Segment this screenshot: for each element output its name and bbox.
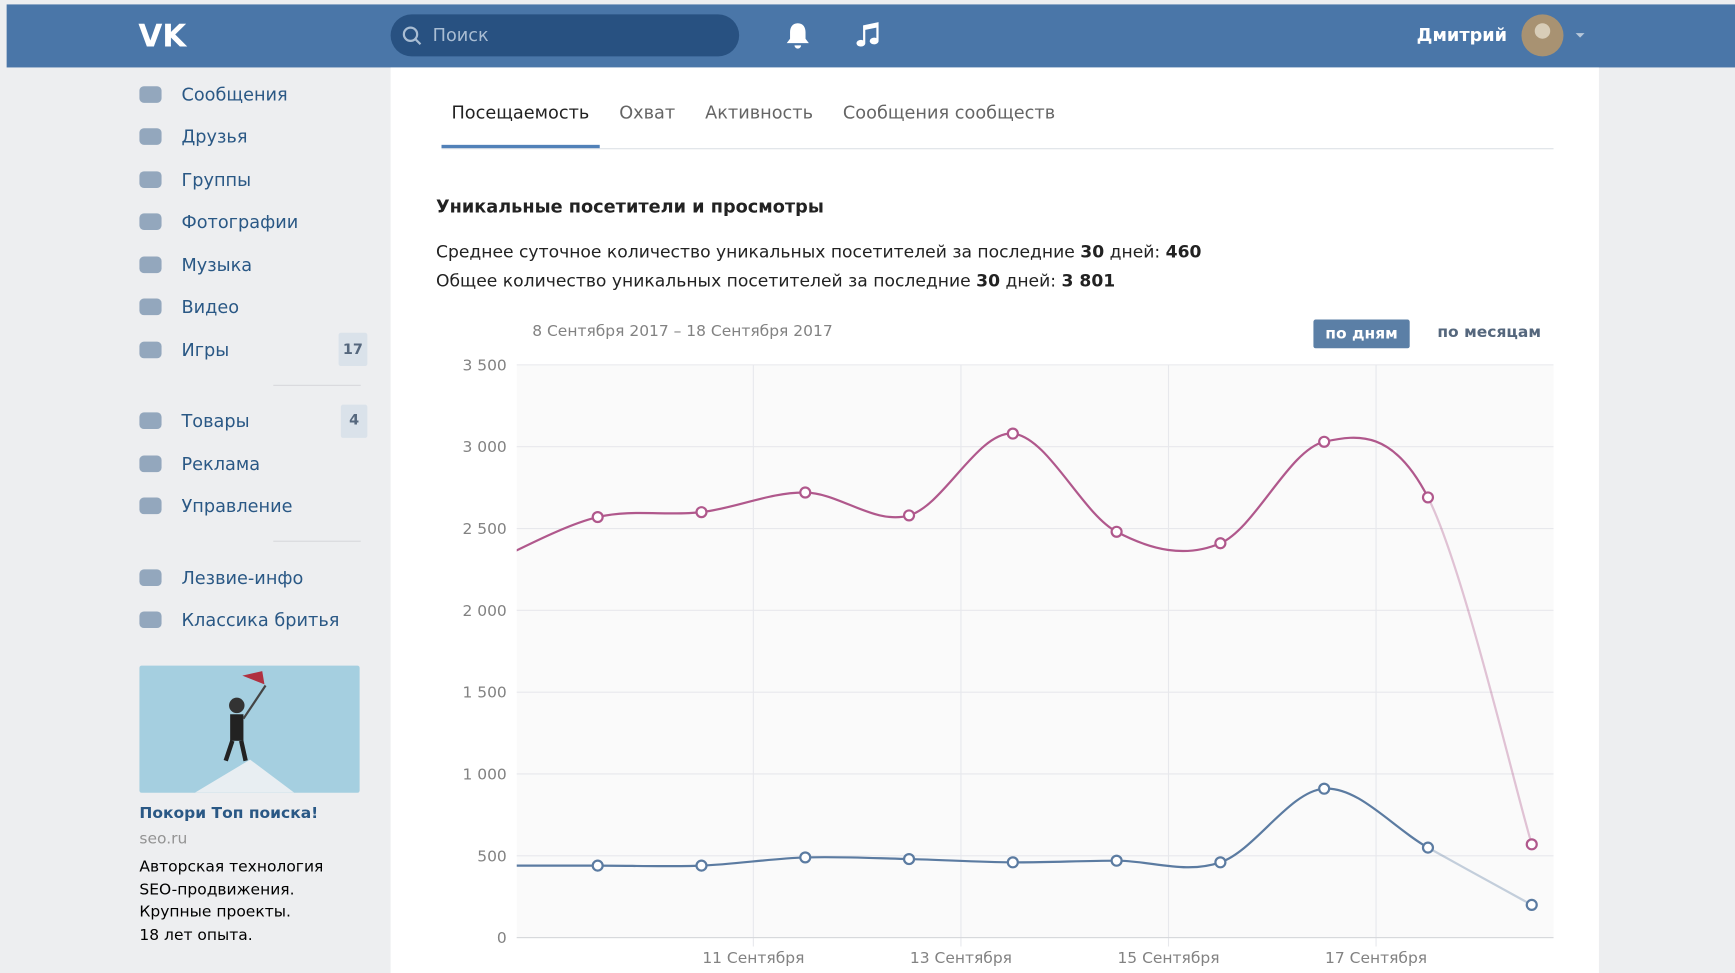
data-point (1112, 856, 1122, 866)
data-point (904, 510, 914, 520)
y-tick-label: 0 (497, 929, 507, 947)
x-tick-label: 13 Сентября (910, 949, 1012, 967)
y-tick-label: 1 000 (462, 766, 506, 784)
chart: 8 Сентября 2017 – 18 Сентября 2017 0 500 1… (0, 0, 1735, 973)
y-tick-label: 500 (477, 847, 507, 865)
data-point (696, 861, 706, 871)
data-point (1215, 857, 1225, 867)
data-point (1008, 429, 1018, 439)
x-tick-label: 17 Сентября (1325, 949, 1427, 967)
data-point (800, 488, 810, 498)
data-point (1215, 538, 1225, 548)
data-point (1319, 784, 1329, 794)
y-tick-label: 2 500 (462, 520, 506, 538)
x-tick-label: 15 Сентября (1117, 949, 1219, 967)
y-tick-label: 2 000 (462, 602, 506, 620)
plot-area (517, 365, 1554, 938)
chart-subtitle: 8 Сентября 2017 – 18 Сентября 2017 (532, 322, 832, 340)
data-point (1423, 492, 1433, 502)
data-point (593, 512, 603, 522)
data-point (800, 852, 810, 862)
y-tick-label: 1 500 (462, 684, 506, 702)
data-point (696, 507, 706, 517)
y-tick-label: 3 500 (462, 356, 506, 374)
page: {"header":{"search_placeholder":"Поиск",… (0, 0, 1735, 973)
y-tick-label: 3 000 (462, 438, 506, 456)
data-point (1112, 527, 1122, 537)
data-point (1527, 839, 1537, 849)
x-tick-label: 11 Сентября (702, 949, 804, 967)
data-point (1319, 437, 1329, 447)
screen: VK Поиск Дмитрий СообщенияДрузьяГруппыФо… (0, 0, 1735, 973)
data-point (1423, 843, 1433, 853)
data-point (1527, 900, 1537, 910)
data-point (593, 861, 603, 871)
data-point (489, 556, 499, 566)
data-point (1008, 857, 1018, 867)
data-point (904, 854, 914, 864)
